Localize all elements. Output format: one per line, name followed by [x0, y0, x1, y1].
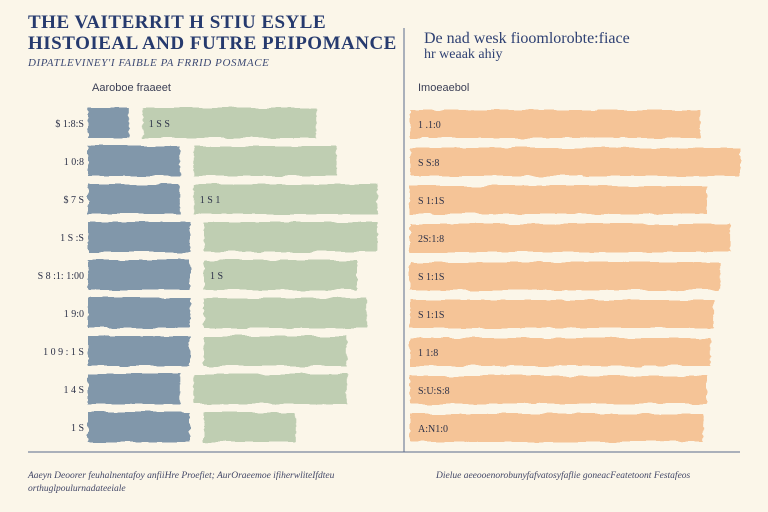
right-title-line2: hr weaak ahiy	[424, 47, 503, 62]
right-bar-6	[410, 300, 714, 328]
right-panel-label: Imoeaebol	[418, 82, 470, 94]
left-series2-bar-4	[204, 222, 378, 252]
left-tick-label-1: $ 1:8:S	[55, 119, 84, 130]
right-bar-7	[410, 338, 711, 366]
left-series1-bar-9	[88, 412, 190, 442]
right-tick-label-7: 1 1:8	[418, 348, 438, 359]
left-series1-bar-8	[88, 374, 180, 404]
left-tick-label-2: 1 0:8	[64, 157, 84, 168]
chart-title-line2: HISTOIEAL AND FUTRE PEIPOMANCE	[28, 33, 397, 54]
left-series1-bar-7	[88, 336, 190, 366]
left-series1-bar-1	[88, 108, 129, 138]
left-series2-label-5: 1 S	[210, 271, 223, 282]
right-panel-bars	[410, 110, 740, 442]
tick-labels: $ 1:8:S 1 S S 1 0:8 $ 7 S 1 S 1 1 S :S S 8 :1:…	[38, 119, 450, 435]
left-series1-bar-5	[88, 260, 190, 290]
left-series2-bar-2	[193, 146, 337, 176]
axes	[28, 28, 740, 453]
left-series2-label-1: 1 S S	[149, 119, 170, 130]
left-tick-label-9: 1 S	[71, 423, 84, 434]
right-footnote: Dielue aeeooenorobunyfafvatosyfaflie gon…	[436, 470, 746, 483]
left-series2-bar-3	[193, 184, 378, 214]
left-series2-bar-6	[204, 298, 368, 328]
left-tick-label-3: $ 7 S	[63, 195, 84, 206]
right-tick-label-4: 2S:1:8	[418, 234, 444, 245]
left-series2-bar-7	[204, 336, 347, 366]
right-title-line1: De nad wesk fioomlorobte:fiace	[424, 30, 630, 47]
right-bar-9	[410, 414, 704, 442]
left-series2-bar-5	[204, 260, 357, 290]
left-panel-label: Aaroboe fraaeet	[92, 82, 171, 94]
left-tick-label-7: 1 0 9 : 1 S	[43, 347, 84, 358]
right-bar-4	[410, 224, 731, 252]
right-footnote-line1: Dielue aeeooenorobunyfafvatosyfaflie gon…	[436, 471, 691, 481]
right-tick-label-8: S:U:S:8	[418, 386, 450, 397]
right-bar-1	[410, 110, 701, 138]
chart-title-line1: THE VAITERRIT H STIU ESYLE	[28, 12, 327, 33]
left-series1-bar-3	[88, 184, 180, 214]
left-footnote: Aaeyn Deoorer feuhalnentafoy anfiiHre Pr…	[28, 470, 368, 496]
right-tick-label-2: S S:8	[418, 158, 439, 169]
left-tick-label-5: S 8 :1: 1:00	[38, 271, 84, 282]
left-tick-label-8: 1 4 S	[63, 385, 84, 396]
right-tick-label-6: S 1:1S	[418, 310, 444, 321]
right-bar-8	[410, 376, 707, 404]
left-series2-bar-8	[193, 374, 347, 404]
left-footnote-line2: orthuglpoulurnadateeiale	[28, 484, 126, 494]
right-bar-5	[410, 262, 721, 290]
left-series1-bar-6	[88, 298, 190, 328]
right-bar-2	[410, 148, 740, 176]
right-tick-label-5: S 1:1S	[418, 272, 444, 283]
left-series2-bar-9	[204, 412, 296, 442]
left-series2-label-3: 1 S 1	[200, 195, 221, 206]
right-bar-3	[410, 186, 707, 214]
right-tick-label-3: S 1:1S	[418, 196, 444, 207]
title-block: THE VAITERRIT H STIU ESYLE HISTOIEAL AND…	[28, 12, 397, 69]
chart-subtitle: DIPATLEVINEY'I FAIBLE PA FRRID POSMACE	[28, 57, 270, 69]
right-tick-label-1: 1 .1:0	[418, 120, 441, 131]
left-series1-bar-2	[88, 146, 180, 176]
left-series1-bar-4	[88, 222, 190, 252]
left-footnote-line1: Aaeyn Deoorer feuhalnentafoy anfiiHre Pr…	[28, 471, 335, 481]
right-tick-label-9: A:N1:0	[418, 424, 448, 435]
left-tick-label-6: 1 9:0	[64, 309, 84, 320]
right-panel-title: De nad wesk fioomlorobte:fiace hr weaak …	[424, 30, 744, 63]
left-tick-label-4: 1 S :S	[60, 233, 84, 244]
left-series2-bar-1	[142, 108, 317, 138]
left-panel-bars	[88, 108, 378, 442]
